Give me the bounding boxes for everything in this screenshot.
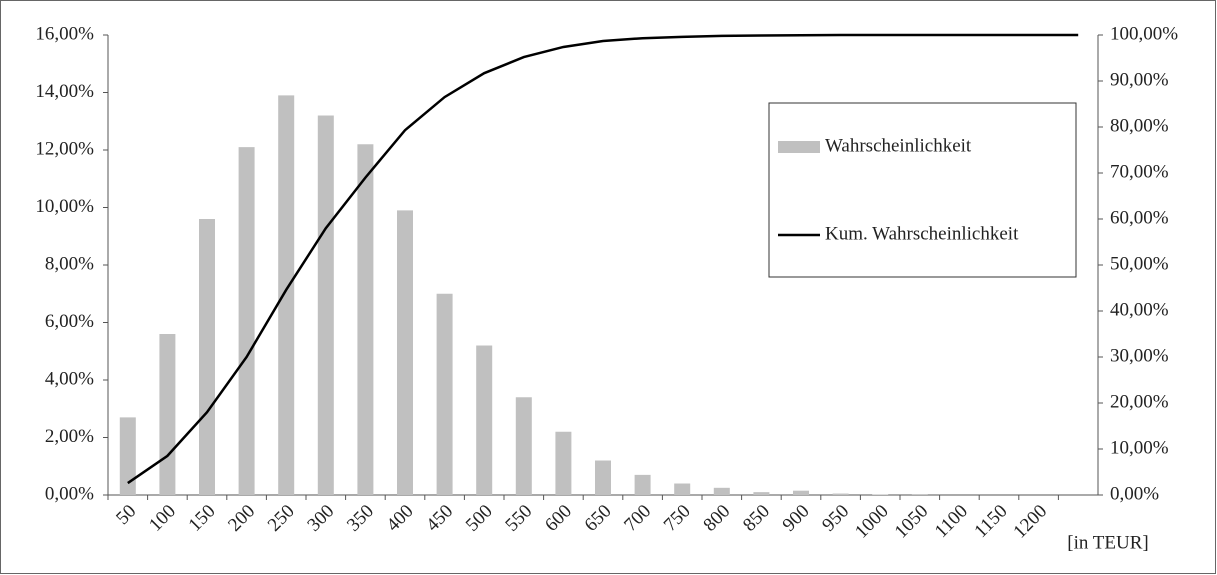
y2-tick-label: 70,00% — [1110, 161, 1169, 182]
bar — [832, 493, 849, 495]
y-tick-label: 8,00% — [45, 253, 94, 274]
bar — [476, 345, 493, 495]
x-unit-label: [in TEUR] — [1067, 532, 1148, 553]
y-tick-label: 0,00% — [45, 483, 94, 504]
bar — [317, 115, 334, 495]
line — [127, 33, 1079, 485]
bar — [713, 487, 730, 495]
y2-tick-label: 60,00% — [1110, 207, 1169, 228]
bar — [634, 474, 651, 495]
bar — [159, 334, 176, 495]
legend-label: Kum. Wahrscheinlichkeit — [825, 223, 1019, 244]
bar — [357, 144, 374, 495]
bar — [397, 210, 413, 495]
y-tick-label: 6,00% — [45, 311, 94, 332]
y2-tick-label: 40,00% — [1110, 299, 1169, 320]
y-tick-label: 4,00% — [45, 368, 94, 389]
bar — [238, 147, 255, 495]
y-tick-label: 2,00% — [45, 426, 94, 447]
y-tick-label: 16,00% — [35, 23, 94, 44]
y2-tick-label: 90,00% — [1110, 69, 1169, 90]
legend-label: Wahrscheinlichkeit — [825, 135, 972, 156]
legend-box — [768, 102, 1077, 278]
bar — [436, 293, 453, 495]
y2-tick-label: 10,00% — [1110, 437, 1169, 458]
legend-swatch — [778, 141, 820, 153]
bar — [278, 95, 295, 495]
bar — [119, 417, 136, 495]
bar — [595, 460, 611, 495]
y-tick-label: 14,00% — [35, 81, 94, 102]
y-tick-label: 10,00% — [35, 196, 94, 217]
y2-tick-label: 0,00% — [1110, 483, 1159, 504]
bar — [199, 219, 215, 495]
bar — [793, 490, 809, 495]
bar — [555, 431, 572, 495]
bar — [515, 397, 532, 495]
y2-tick-label: 50,00% — [1110, 253, 1169, 274]
y2-tick-label: 100,00% — [1110, 23, 1178, 44]
y2-tick-label: 80,00% — [1110, 115, 1169, 136]
y2-tick-label: 20,00% — [1110, 391, 1169, 412]
bar — [674, 483, 691, 495]
bar — [911, 494, 928, 495]
bar — [872, 494, 889, 495]
y2-tick-label: 30,00% — [1110, 345, 1169, 366]
y-tick-label: 12,00% — [35, 138, 94, 159]
bar — [753, 492, 770, 495]
